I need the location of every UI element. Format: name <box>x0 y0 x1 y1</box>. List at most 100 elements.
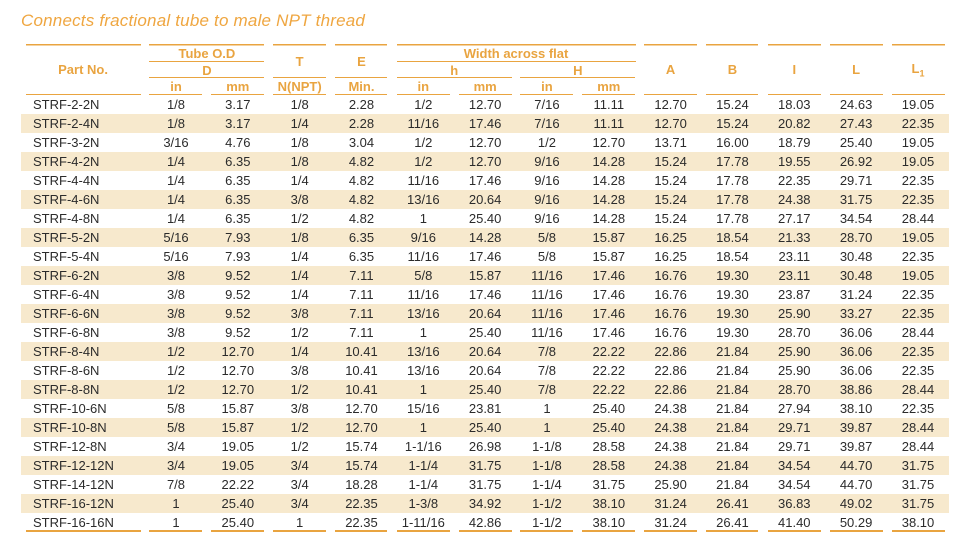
cell-h_in: 1 <box>392 418 455 437</box>
cell-i: 19.55 <box>763 152 826 171</box>
cell-part_no: STRF-6-2N <box>21 266 146 285</box>
cell-a: 24.38 <box>639 456 702 475</box>
cell-d_mm: 15.87 <box>221 401 255 416</box>
table-row: STRF-4-2N 1/4 6.35 1/8 4.82 1/2 12.70 9/16 14.28… <box>21 152 949 171</box>
cell-t_npt: 1 <box>268 513 331 532</box>
header-part-no: Part No. <box>21 44 146 95</box>
cell-i: 41.40 <box>763 513 826 532</box>
cell-d_in: 1 <box>145 494 207 513</box>
cell-h_in: 1 <box>419 325 427 340</box>
cell-a: 22.86 <box>639 342 702 361</box>
cell-part_no: STRF-14-12N <box>33 477 114 492</box>
cell-hcap_in: 5/8 <box>537 249 556 264</box>
cell-h_mm: 12.70 <box>454 152 517 171</box>
cell-h_in: 1 <box>419 211 427 226</box>
cell-e_min: 4.82 <box>330 190 393 209</box>
header-t: T <box>268 44 331 78</box>
cell-d_in: 5/16 <box>163 249 189 264</box>
cell-i: 22.35 <box>778 173 811 188</box>
cell-d_mm: 9.52 <box>206 266 269 285</box>
cell-part_no: STRF-16-12N <box>21 494 146 513</box>
cell-part_no: STRF-2-4N <box>21 114 146 133</box>
cell-hcap_mm: 28.58 <box>592 439 626 454</box>
cell-b: 15.24 <box>716 97 749 112</box>
cell-d_in: 3/8 <box>145 304 207 323</box>
cell-l: 25.40 <box>839 135 873 150</box>
cell-hcap_mm: 17.46 <box>577 304 640 323</box>
cell-h_mm: 20.64 <box>454 342 517 361</box>
cell-hcap_in: 11/16 <box>531 287 563 302</box>
cell-d_in: 5/8 <box>145 418 207 437</box>
page: Connects fractional tube to male NPT thr… <box>21 11 949 532</box>
cell-e_min: 7.11 <box>330 266 393 285</box>
cell-b: 19.30 <box>701 304 764 323</box>
table-row: STRF-10-6N 5/8 15.87 3/8 12.70 15/16 23.81 1 25.… <box>21 399 949 418</box>
cell-d_in: 3/4 <box>166 439 186 454</box>
cell-h_in: 13/16 <box>407 363 440 378</box>
cell-a: 16.76 <box>654 325 687 340</box>
cell-t_npt: 1/8 <box>268 152 331 171</box>
cell-b: 21.84 <box>716 363 749 378</box>
cell-hcap_mm: 28.58 <box>577 456 640 475</box>
cell-t_npt: 1/4 <box>290 173 309 188</box>
cell-l: 44.70 <box>839 477 873 492</box>
table-row: STRF-8-6N 1/2 12.70 3/8 10.41 13/16 20.64 7/8 22… <box>21 361 949 380</box>
cell-i: 21.33 <box>763 228 826 247</box>
cell-l: 31.75 <box>825 190 888 209</box>
cell-d_in: 7/8 <box>166 477 186 492</box>
cell-l1: 31.75 <box>887 494 949 513</box>
header-i: I <box>763 44 826 95</box>
cell-d_mm: 3.17 <box>225 97 251 112</box>
cell-i: 23.87 <box>778 287 811 302</box>
cell-h_in: 5/8 <box>392 266 455 285</box>
cell-h_mm: 17.46 <box>468 287 502 302</box>
table-header: Part No. Tube O.D T E Width across flat … <box>21 44 949 95</box>
cell-t_npt: 1/8 <box>290 97 309 112</box>
cell-a: 15.24 <box>654 173 687 188</box>
cell-b: 17.78 <box>701 190 764 209</box>
cell-d_mm: 19.05 <box>206 456 269 475</box>
cell-h_mm: 25.40 <box>468 325 502 340</box>
cell-l: 44.70 <box>825 456 888 475</box>
cell-i: 28.70 <box>778 325 811 340</box>
cell-l: 38.10 <box>839 401 873 416</box>
cell-l1: 19.05 <box>887 266 949 285</box>
cell-i: 18.79 <box>778 135 811 150</box>
cell-t_npt: 1/8 <box>268 228 331 247</box>
cell-l: 49.02 <box>825 494 888 513</box>
cell-h_mm: 26.98 <box>468 439 502 454</box>
cell-l: 31.24 <box>839 287 873 302</box>
cell-hcap_mm: 17.46 <box>592 287 626 302</box>
cell-e_min: 15.74 <box>345 439 378 454</box>
header-row-1: Part No. Tube O.D T E Width across flat … <box>21 44 949 95</box>
cell-a: 13.71 <box>654 135 687 150</box>
cell-h_in: 15/16 <box>407 401 440 416</box>
cell-h_mm: 25.40 <box>454 380 517 399</box>
cell-t_npt: 1/2 <box>290 211 309 226</box>
cell-hcap_mm: 31.75 <box>592 477 626 492</box>
cell-b: 17.78 <box>716 211 749 226</box>
cell-h_in: 13/16 <box>392 342 455 361</box>
cell-hcap_in: 11/16 <box>531 325 563 340</box>
header-l1-base: L <box>911 60 920 76</box>
header-l1: L1 <box>887 44 949 95</box>
cell-hcap_in: 7/8 <box>516 380 578 399</box>
cell-l: 26.92 <box>825 152 888 171</box>
cell-d_mm: 6.35 <box>225 211 251 226</box>
cell-e_min: 10.41 <box>330 380 393 399</box>
cell-d_mm: 25.40 <box>206 513 269 532</box>
cell-e_min: 18.28 <box>345 477 378 492</box>
cell-d_in: 1/2 <box>145 342 207 361</box>
cell-h_in: 1 <box>392 380 455 399</box>
cell-b: 16.00 <box>716 135 749 150</box>
cell-h_mm: 14.28 <box>454 228 517 247</box>
cell-d_in: 3/8 <box>166 287 186 302</box>
header-l1-subscript: 1 <box>919 68 925 79</box>
cell-hcap_in: 1-1/2 <box>516 513 578 532</box>
cell-h_mm: 42.86 <box>454 513 517 532</box>
cell-i: 25.90 <box>763 342 826 361</box>
cell-part_no: STRF-6-8N <box>33 325 100 340</box>
cell-hcap_in: 7/8 <box>516 342 578 361</box>
cell-l: 36.06 <box>839 363 873 378</box>
cell-b: 19.30 <box>701 266 764 285</box>
